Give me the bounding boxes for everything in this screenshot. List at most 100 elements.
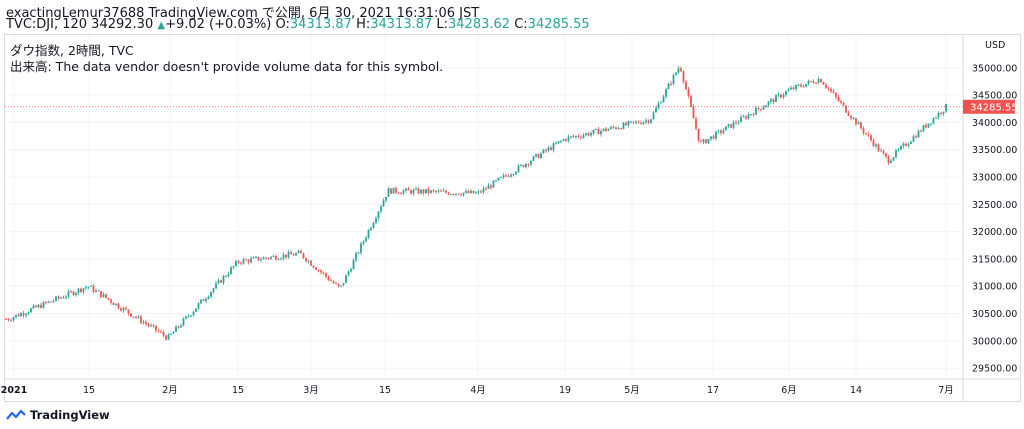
candle-body [282,254,285,259]
candle-body [312,265,315,268]
candle-body [15,314,17,318]
candle-body [912,136,915,142]
candle-body [292,254,295,256]
chart-legend-title: ダウ指数, 2時間, TVC [10,43,134,58]
candle-body [142,322,145,324]
candle-body [902,143,905,146]
candle-body [742,116,745,118]
candle-body [822,82,825,85]
candle-body [545,149,547,151]
y-tick-label: 30000.00 [972,336,1017,347]
candle-body [157,330,160,332]
candle-body [317,269,320,271]
candle-body [615,127,617,129]
candle-body [517,165,520,172]
candle-body [940,112,942,114]
candle-body [500,177,502,179]
candle-body [567,136,570,141]
candle-body [192,311,195,316]
candle-body [695,118,697,129]
y-tick-label: 34500.00 [972,91,1017,102]
candle-body [805,83,807,87]
brand-name: TradingView [30,408,110,422]
candle-body [485,188,487,190]
candle-body [892,157,895,161]
x-tick-label: 7月 [938,385,954,396]
candle-body [355,253,357,261]
candle-body [357,252,360,254]
candle-body [137,316,140,318]
candle-body [935,117,937,119]
candle-body [125,307,127,310]
candle-body [400,193,402,195]
chart-frame[interactable] [4,34,1021,402]
candle-body [775,95,777,102]
candle-body [477,191,480,193]
candle-body [577,135,580,137]
candle-body [575,135,577,137]
candle-body [550,147,552,150]
candle-body [110,299,112,303]
candle-body [305,258,307,262]
candle-body [182,318,185,326]
candle-body [590,133,592,136]
symbol-line: TVC:DJI, 120 34292.30 ▲+9.02 (+0.03%) O:… [6,17,590,32]
open-value: 34313.87 [289,17,352,32]
candle-body [257,256,260,261]
candle-body [862,128,865,133]
candle-body [322,272,325,274]
candle-body [167,334,170,340]
candle-body [147,324,150,326]
candle-body [397,192,400,194]
candle-body [332,281,335,284]
candle-body [842,102,845,106]
candle-body [222,276,225,283]
candle-body [630,121,632,123]
low-value: 34283.62 [448,17,511,32]
candle-body [27,312,30,314]
candle-body [5,318,7,320]
y-tick-label: 32500.00 [972,200,1017,211]
candle-body [897,149,900,151]
candle-body [425,189,427,194]
candle-body [200,299,202,304]
candle-body [700,140,702,142]
candle-body [367,230,370,238]
candle-body [132,316,135,318]
candle-body [175,326,177,332]
candle-body [597,128,600,135]
candle-body [50,301,52,303]
candle-body [350,269,352,272]
candle-body [692,106,695,119]
candle-body [810,80,812,82]
candle-body [92,285,95,292]
low-label: L: [436,17,449,32]
candle-body [42,302,45,308]
candle-body [265,257,267,259]
candle-body [370,227,372,231]
y-tick-label: 35000.00 [972,63,1017,74]
candle-body [757,107,760,109]
y-tick-label: 33000.00 [972,172,1017,183]
candle-body [472,190,475,194]
tradingview-brand[interactable]: TradingView [6,408,110,422]
candle-body [432,190,435,192]
candle-body [470,190,472,194]
candle-body [382,200,385,207]
candle-body [910,141,912,144]
x-tick-label: 15 [83,385,95,396]
candle-body [932,118,935,124]
candle-body [460,194,462,196]
y-tick-label: 30500.00 [972,309,1017,320]
candle-body [525,163,527,168]
candle-body [740,116,742,123]
candle-body [595,128,597,130]
candle-body [707,138,710,144]
candle-body [20,313,22,317]
candle-body [415,188,417,190]
candle-body [710,136,712,139]
candle-body [10,320,12,322]
candle-body [272,255,275,257]
candle-body [352,260,355,270]
